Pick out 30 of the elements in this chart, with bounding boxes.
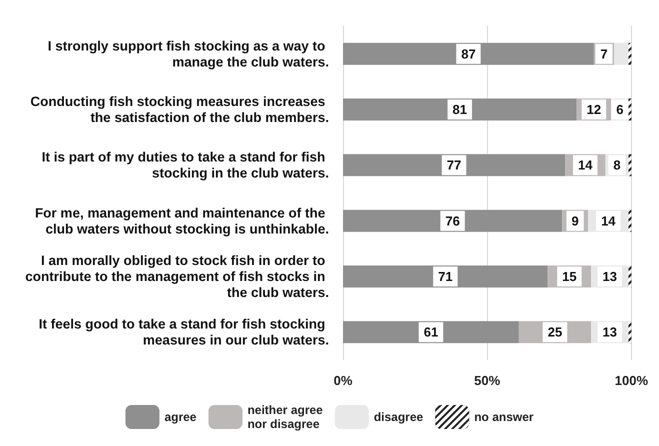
data-label: 6 xyxy=(616,102,624,117)
data-label: 13 xyxy=(602,324,617,340)
y-tick-label: For me, management and maintenance of the club waters without stocking is unthinkable. xyxy=(34,205,329,236)
data-label: 14 xyxy=(601,213,616,228)
legend-label: agree xyxy=(164,410,197,424)
x-tick-label: 50% xyxy=(474,373,501,388)
y-tick-label: It is part of my duties to take a stand for fish stocking in the club waters. xyxy=(42,150,329,181)
y-tick-label: I am morally obliged to stock fish in order to contribute to the management of fish stocks in the club waters. xyxy=(25,253,329,300)
data-label: 14 xyxy=(578,158,594,173)
data-label: 12 xyxy=(586,102,602,117)
legend-label: no answer xyxy=(474,410,534,424)
x-tick-label: 0% xyxy=(334,373,353,388)
legend-label: neither agree nor disagree xyxy=(247,403,324,431)
y-tick-label: I strongly support fish stocking as a way to manage the club waters. xyxy=(48,38,329,70)
y-tick-label: Conducting fish stocking measures increases the satisfaction of the club members. xyxy=(30,94,329,125)
data-label: 13 xyxy=(602,269,617,284)
legend-label: disagree xyxy=(374,410,424,424)
x-tick-label: 100% xyxy=(614,373,648,388)
data-label: 76 xyxy=(445,213,460,228)
data-label: 71 xyxy=(438,269,453,284)
data-label: 15 xyxy=(562,269,577,284)
data-label: 81 xyxy=(452,102,468,117)
data-label: 61 xyxy=(424,324,438,340)
y-tick-label: It feels good to take a stand for fish stocking measures in our club waters. xyxy=(38,316,329,348)
data-label: 7 xyxy=(600,46,608,62)
data-label: 9 xyxy=(572,213,579,228)
data-label: 87 xyxy=(461,46,476,62)
data-label: 25 xyxy=(548,324,562,340)
data-label: 8 xyxy=(613,158,621,173)
data-label: 77 xyxy=(446,158,462,173)
